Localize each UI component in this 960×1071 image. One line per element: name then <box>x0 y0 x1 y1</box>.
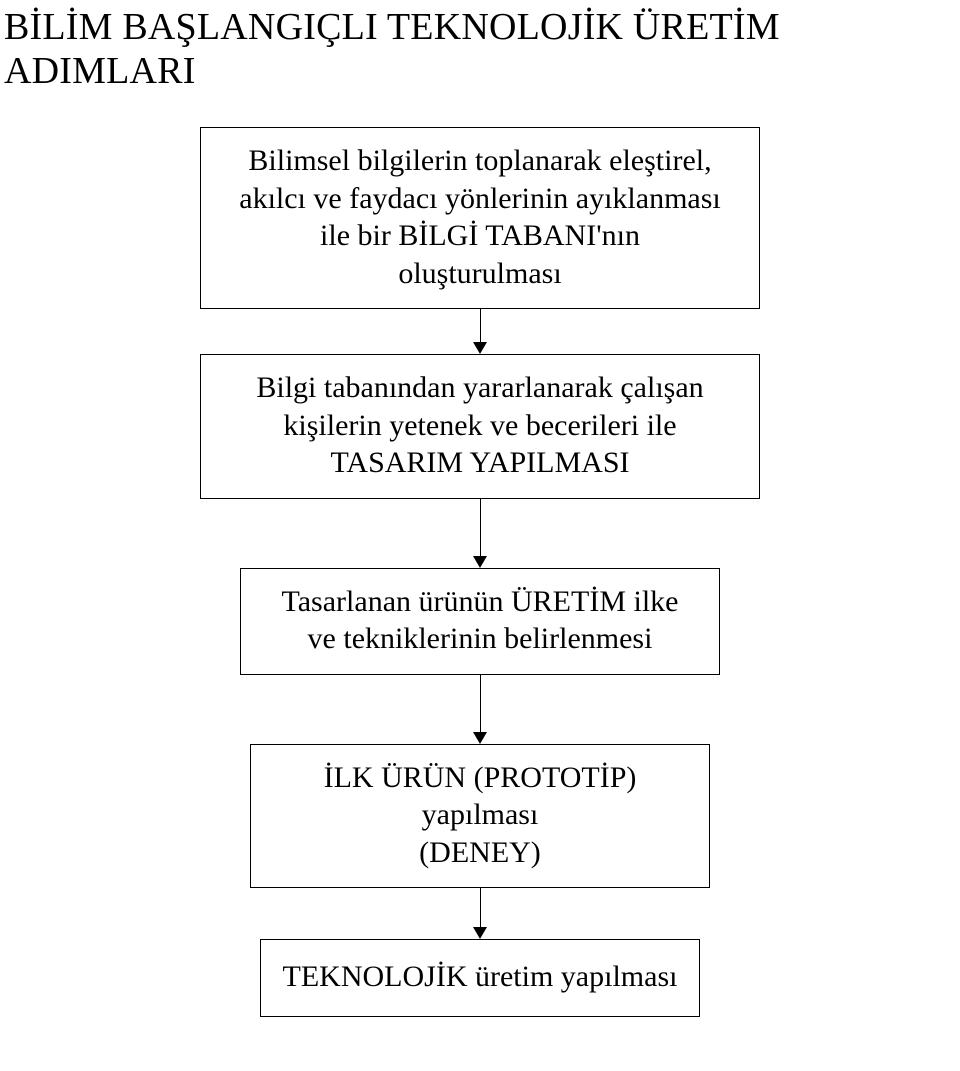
node-text: ile bir BİLGİ TABANI'nın <box>219 217 741 255</box>
node-text: ve tekniklerinin belirlenmesi <box>259 620 701 658</box>
page-title: BİLİM BAŞLANGIÇLI TEKNOLOJİK ÜRETİM ADIM… <box>0 0 960 93</box>
arrow-shaft <box>480 888 481 928</box>
arrow-2 <box>473 499 487 568</box>
arrow-shaft <box>480 499 481 557</box>
node-text: Tasarlanan ürünün ÜRETİM ilke <box>259 583 701 621</box>
node-text: İLK ÜRÜN (PROTOTİP) yapılması <box>269 759 691 834</box>
flow-node-5: TEKNOLOJİK üretim yapılması <box>260 939 700 1017</box>
node-text: kişilerin yetenek ve becerileri ile <box>219 407 741 445</box>
node-text: Bilgi tabanından yararlanarak çalışan <box>219 369 741 407</box>
flowchart: Bilimsel bilgilerin toplanarak eleştirel… <box>0 127 960 1017</box>
node-text: TEKNOLOJİK üretim yapılması <box>279 958 681 996</box>
flow-node-2: Bilgi tabanından yararlanarak çalışan ki… <box>200 354 760 499</box>
arrow-head-icon <box>473 556 487 568</box>
node-text: oluşturulması <box>219 255 741 293</box>
arrow-head-icon <box>473 927 487 939</box>
node-text: akılcı ve faydacı yönlerinin ayıklanması <box>219 180 741 218</box>
node-text: (DENEY) <box>269 834 691 872</box>
arrow-3 <box>473 675 487 744</box>
node-text: Bilimsel bilgilerin toplanarak eleştirel… <box>219 142 741 180</box>
flow-node-4: İLK ÜRÜN (PROTOTİP) yapılması (DENEY) <box>250 744 710 889</box>
flow-node-1: Bilimsel bilgilerin toplanarak eleştirel… <box>200 127 760 309</box>
arrow-4 <box>473 888 487 939</box>
page: BİLİM BAŞLANGIÇLI TEKNOLOJİK ÜRETİM ADIM… <box>0 0 960 1017</box>
arrow-head-icon <box>473 732 487 744</box>
arrow-shaft <box>480 309 481 343</box>
arrow-1 <box>473 309 487 354</box>
arrow-head-icon <box>473 342 487 354</box>
node-text: TASARIM YAPILMASI <box>219 444 741 482</box>
arrow-shaft <box>480 675 481 733</box>
flow-node-3: Tasarlanan ürünün ÜRETİM ilke ve teknikl… <box>240 568 720 675</box>
